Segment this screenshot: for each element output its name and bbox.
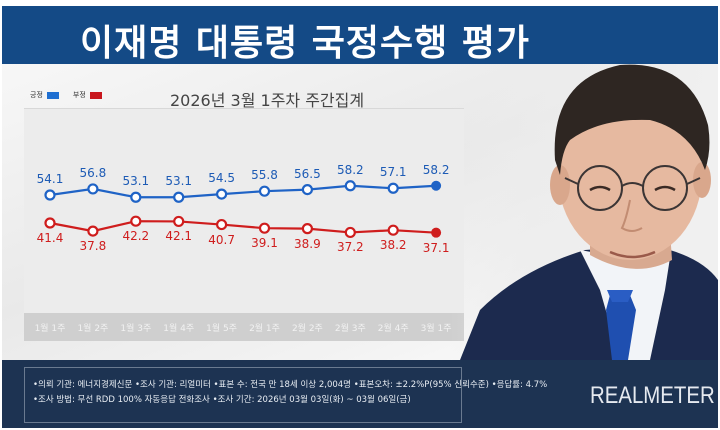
- data-point: [173, 215, 185, 228]
- data-point: [387, 182, 399, 194]
- legend-label-positive: 긍정: [30, 91, 43, 99]
- data-point: [301, 184, 313, 196]
- data-label: 37.1: [422, 240, 450, 255]
- data-label: 56.8: [79, 165, 107, 180]
- data-point: [44, 217, 56, 229]
- survey-info-line-2: •조사 방법: 무선 RDD 100% 자동응답 전화조사 •조사 기간: 20…: [33, 395, 411, 405]
- survey-info-line-1: •의뢰 기관: 에너지경제신문 •조사 기관: 리얼미터 •표본 수: 전국 만…: [33, 380, 548, 390]
- data-point: [87, 183, 99, 195]
- x-axis-label: 2월 4주: [377, 324, 409, 334]
- plot-area: [24, 108, 464, 341]
- data-label: 55.8: [251, 168, 278, 183]
- chart-legend: 긍정 부정: [30, 90, 112, 100]
- data-label: 53.1: [165, 174, 193, 189]
- data-label: 42.2: [122, 229, 150, 244]
- x-axis-label: 2월 2주: [291, 324, 323, 334]
- brand-logo: REALMETER: [590, 382, 715, 409]
- data-point: [130, 191, 142, 203]
- survey-info-box: •의뢰 기관: 에너지경제신문 •조사 기관: 리얼미터 •표본 수: 전국 만…: [24, 367, 548, 423]
- page-title: 이재명 대통령 국정수행 평가: [80, 23, 531, 64]
- legend-swatch-positive: [46, 91, 59, 99]
- data-label: 38.9: [294, 236, 321, 251]
- negative-line: [49, 220, 437, 234]
- x-axis-label: 2월 3주: [334, 324, 366, 334]
- data-label: 57.1: [379, 165, 407, 180]
- data-point: [258, 222, 271, 234]
- president-portrait: [450, 64, 718, 360]
- data-point: [301, 223, 313, 235]
- data-label: 40.7: [208, 232, 235, 247]
- data-label: 58.2: [422, 162, 450, 177]
- data-label: 37.2: [336, 240, 364, 255]
- x-axis-label: 1월 3주: [120, 324, 152, 334]
- data-point: [216, 218, 228, 231]
- data-label: 42.1: [165, 229, 193, 244]
- x-axis-label: 3월 1주: [420, 324, 452, 334]
- data-label: 53.1: [122, 174, 150, 189]
- title-bar: 이재명 대통령 국정수행 평가: [2, 6, 718, 64]
- data-point: [130, 215, 142, 227]
- x-axis-label: 1월 1주: [34, 324, 66, 334]
- x-axis-label: 2월 1주: [249, 324, 280, 334]
- data-label: 39.1: [251, 236, 278, 251]
- data-point: [431, 227, 442, 238]
- negative-points: [44, 215, 442, 239]
- data-label: 58.2: [336, 162, 364, 177]
- data-point: [173, 191, 185, 203]
- legend-label-negative: 부정: [72, 91, 86, 99]
- data-point: [44, 189, 56, 201]
- positive-points: [44, 180, 442, 203]
- data-point: [216, 188, 228, 200]
- data-point: [344, 180, 356, 192]
- x-axis-band: [24, 313, 464, 341]
- x-axis-label: 1월 4주: [163, 324, 195, 334]
- data-point: [387, 224, 399, 236]
- positive-line: [49, 184, 437, 199]
- x-axis-label: 1월 5주: [206, 324, 238, 334]
- data-label: 56.5: [294, 166, 321, 181]
- data-label: 38.2: [379, 238, 407, 253]
- data-label: 54.1: [36, 172, 64, 186]
- data-point: [344, 226, 356, 239]
- data-point: [431, 180, 442, 191]
- data-point: [258, 185, 271, 197]
- x-axis-label: 1월 2주: [77, 324, 109, 334]
- data-point: [87, 225, 99, 237]
- data-label: 54.5: [208, 171, 235, 186]
- data-label: 41.4: [36, 231, 64, 245]
- chart-subtitle: 2026년 3월 1주차 주간집계: [170, 91, 365, 110]
- data-label: 37.8: [79, 239, 107, 254]
- legend-swatch-negative: [89, 91, 102, 99]
